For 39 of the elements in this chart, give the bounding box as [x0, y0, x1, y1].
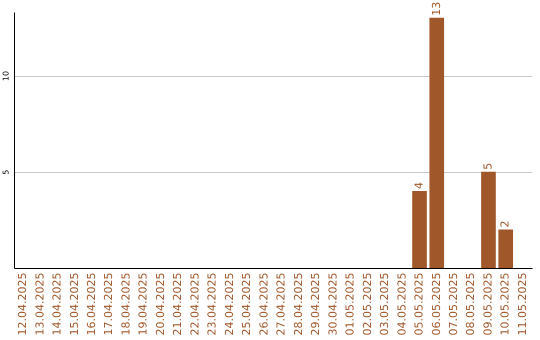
x-tick-label: 01.05.2025 [344, 272, 357, 336]
y-tick-label: 10 [2, 70, 10, 82]
x-tick-label: 10.05.2025 [498, 272, 512, 336]
x-tick-label: 26.04.2025 [257, 272, 270, 336]
x-tick-label: 14.04.2025 [50, 272, 64, 336]
x-tick-label: 30.04.2025 [326, 272, 340, 336]
x-tick-label: 11.05.2025 [516, 272, 529, 336]
x-tick-label: 20.04.2025 [154, 272, 167, 336]
bar [429, 18, 444, 268]
data-label: 4 [412, 182, 426, 190]
x-tick-label: 24.04.2025 [222, 272, 236, 336]
x-tick-label: 08.05.2025 [464, 272, 478, 336]
x-tick-label: 07.05.2025 [447, 272, 460, 336]
x-tick-label: 29.04.2025 [309, 272, 322, 336]
x-tick-label: 06.05.2025 [430, 272, 443, 336]
bar [498, 230, 514, 268]
bar [412, 191, 427, 268]
x-tick-label: 15.04.2025 [68, 272, 81, 336]
x-tick-label: 27.04.2025 [274, 272, 288, 336]
x-tick-label: 09.05.2025 [481, 272, 494, 336]
x-tick-label: 16.04.2025 [85, 272, 98, 336]
bar [481, 172, 496, 268]
x-tick-label: 28.04.2025 [292, 272, 305, 336]
x-tick-label: 18.04.2025 [119, 272, 132, 336]
x-tick-label: 02.05.2025 [360, 272, 374, 336]
x-tick-label: 12.04.2025 [16, 272, 30, 336]
x-tick-label: 03.05.2025 [378, 272, 392, 336]
x-tick-label: 23.04.2025 [206, 272, 219, 336]
x-tick-label: 22.04.2025 [188, 272, 202, 336]
x-tick-label: 13.04.2025 [33, 272, 46, 336]
x-tick-label: 17.04.2025 [102, 272, 116, 336]
x-tick-label: 21.04.2025 [171, 272, 184, 336]
x-tick-label: 04.05.2025 [395, 272, 408, 336]
data-label: 13 [430, 2, 443, 16]
x-tick-label: 25.04.2025 [240, 272, 254, 336]
data-label: 2 [498, 220, 512, 228]
data-label: 5 [481, 162, 494, 170]
x-tick-label: 19.04.2025 [136, 272, 150, 336]
x-tick-label: 05.05.2025 [412, 272, 426, 336]
